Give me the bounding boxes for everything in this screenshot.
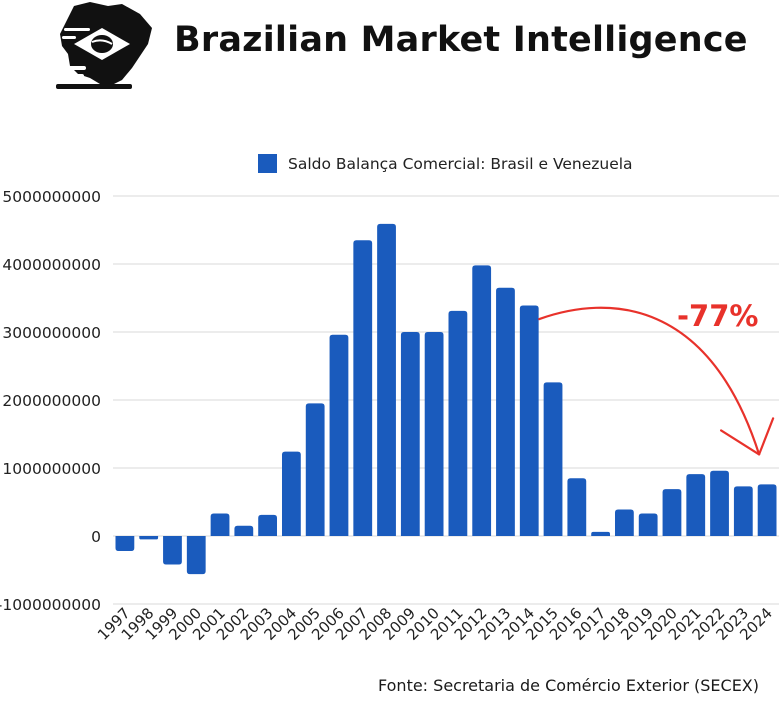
grid-lines: [113, 195, 779, 605]
bar-2010: [424, 332, 444, 536]
bar-2011: [448, 310, 468, 536]
y-tick-label: 2000000000: [2, 392, 101, 410]
bar-2006: [329, 334, 349, 536]
bar-2016: [567, 478, 587, 536]
bar-2021: [686, 474, 706, 536]
bar-2022: [710, 470, 729, 536]
y-axis-ticks: 5000000000 4000000000 3000000000 2000000000…: [0, 188, 101, 614]
legend-label: Saldo Balança Comercial: Brasil e Venezu…: [288, 155, 633, 173]
bar-2014: [519, 305, 539, 536]
bar-1998: [139, 536, 159, 540]
page-title: Brazilian Market Intelligence: [174, 20, 748, 60]
bar-2018: [614, 509, 634, 536]
bar-1997: [115, 536, 135, 551]
bar-2007: [353, 240, 373, 536]
bar-2004: [281, 451, 301, 536]
bar-2005: [305, 403, 325, 536]
y-tick-label: 3000000000: [2, 324, 101, 342]
y-tick-label: 1000000000: [2, 460, 101, 478]
y-tick-label: 4000000000: [2, 256, 101, 274]
bar-2008: [377, 223, 396, 536]
bar-2019: [638, 513, 658, 536]
bar-2003: [258, 514, 278, 536]
bar-2000: [186, 536, 206, 575]
bar-1999: [163, 536, 182, 565]
bar-2024: [757, 484, 777, 536]
brazil-map-logo-icon: [56, 2, 152, 89]
bars: [115, 223, 777, 575]
source-note: Fonte: Secretaria de Comércio Exterior (…: [378, 676, 759, 695]
legend: Saldo Balança Comercial: Brasil e Venezu…: [258, 154, 633, 173]
x-axis-ticks: 1997199819992000200120022003200420052006…: [94, 604, 776, 644]
decline-arrow-icon: [538, 306, 761, 456]
bar-2020: [662, 489, 682, 536]
y-tick-label: -1000000000: [0, 596, 101, 614]
bar-2002: [234, 525, 254, 536]
arrowhead-icon: [720, 417, 775, 456]
decline-annotation: -77%: [538, 299, 775, 456]
bar-2013: [496, 287, 515, 536]
y-tick-label: 5000000000: [2, 188, 101, 206]
legend-swatch: [258, 154, 277, 173]
bar-2015: [543, 382, 563, 536]
bar-2017: [591, 531, 611, 536]
bar-2009: [400, 332, 420, 536]
bar-2023: [733, 486, 753, 536]
bar-2012: [472, 265, 492, 536]
y-tick-label: 0: [91, 528, 101, 546]
bar-2001: [210, 513, 230, 536]
decline-percentage-label: -77%: [677, 299, 758, 333]
